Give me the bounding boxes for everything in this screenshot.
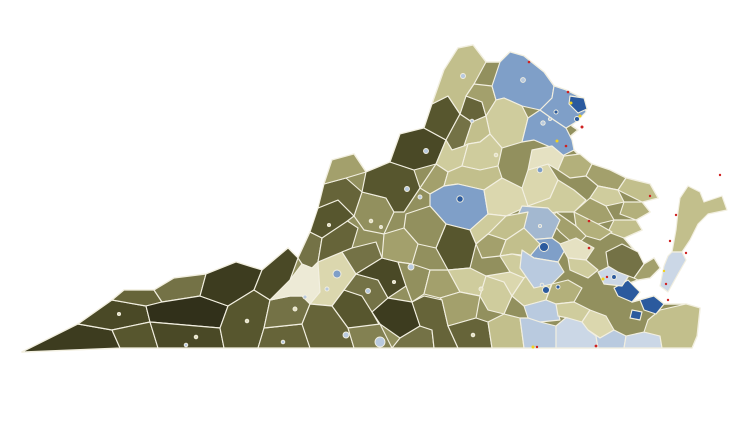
city-ashland[interactable]	[537, 223, 543, 229]
city-norton[interactable]	[116, 311, 122, 317]
city-staunton[interactable]	[404, 186, 410, 192]
city-marion[interactable]	[244, 318, 250, 324]
city-wytheville[interactable]	[292, 306, 298, 312]
county-botetourt[interactable]	[341, 241, 383, 275]
city-charlottesville[interactable]	[456, 195, 464, 203]
city-lynchburg[interactable]	[407, 263, 415, 271]
city-alexandria[interactable]	[574, 116, 580, 122]
city-roanoke-city[interactable]	[365, 288, 371, 294]
city-harrisonburg[interactable]	[423, 148, 429, 154]
franklin-city-marker	[594, 344, 598, 348]
city-petersburg[interactable]	[542, 286, 550, 294]
city-south-boston[interactable]	[470, 332, 476, 338]
county-northumberland[interactable]	[617, 177, 659, 203]
county-mathews[interactable]	[633, 257, 661, 281]
city-buena-vista[interactable]	[379, 225, 383, 229]
potomac-marker-yellow	[578, 114, 582, 118]
potomac-marker-red	[580, 125, 584, 129]
city-pulaski-town[interactable]	[302, 294, 308, 300]
county-virginia-beach[interactable]	[643, 303, 701, 349]
county-portsmouth[interactable]	[629, 309, 643, 321]
emporia-marker-yellow	[531, 345, 535, 349]
county-prince-william[interactable]	[521, 109, 575, 157]
city-hopewell[interactable]	[555, 284, 561, 290]
city-fredericksburg[interactable]	[536, 166, 544, 174]
west-point-marker	[587, 246, 591, 250]
county-lancaster[interactable]	[619, 201, 651, 221]
county-halifax[interactable]	[447, 317, 493, 349]
county-chesterfield[interactable]	[519, 249, 565, 289]
city-richmond[interactable]	[539, 242, 549, 252]
poquoson-marker-red	[605, 275, 609, 279]
norfolk-marker-red	[666, 298, 670, 302]
accomack-marker-red2	[684, 251, 688, 255]
county-highland[interactable]	[323, 153, 367, 185]
city-radford[interactable]	[324, 286, 330, 292]
northampton-marker-red	[664, 282, 668, 286]
quantico-marker-red	[564, 144, 568, 148]
city-bristol[interactable]	[183, 342, 189, 348]
loudoun-marker-red	[527, 60, 531, 64]
county-arlington[interactable]	[568, 95, 588, 114]
northampton-marker-yellow	[662, 269, 666, 273]
county-charles-city[interactable]	[567, 257, 599, 279]
city-blacksburg[interactable]	[332, 269, 342, 279]
city-winchester[interactable]	[460, 73, 466, 79]
city-culpeper-town[interactable]	[493, 152, 499, 158]
city-waynesboro[interactable]	[417, 194, 423, 200]
accomack-marker-red1	[668, 239, 672, 243]
city-bedford-town[interactable]	[391, 279, 397, 285]
poquoson-marker-yellow	[601, 277, 605, 281]
mclean-marker-red	[566, 90, 570, 94]
city-colonial-heights[interactable]	[539, 282, 545, 288]
city-leesburg[interactable]	[520, 77, 526, 83]
city-farmville[interactable]	[478, 286, 484, 292]
county-frederick[interactable]	[431, 44, 487, 115]
quantico-marker-yellow	[555, 139, 559, 143]
county-norfolk[interactable]	[639, 295, 665, 315]
chincoteague-marker	[718, 173, 722, 177]
city-danville[interactable]	[374, 336, 386, 348]
city-galax[interactable]	[280, 339, 286, 345]
emporia-marker-red	[535, 345, 539, 349]
city-martinsville[interactable]	[342, 331, 350, 339]
city-covington[interactable]	[326, 222, 332, 228]
city-manassas-park[interactable]	[547, 116, 553, 122]
reedville-marker	[648, 194, 652, 198]
city-williamsburg[interactable]	[611, 274, 617, 280]
city-lexington[interactable]	[368, 218, 374, 224]
city-front-royal[interactable]	[469, 118, 475, 124]
city-fairfax-city[interactable]	[553, 109, 559, 115]
city-manassas[interactable]	[540, 120, 546, 126]
county-northampton[interactable]	[659, 251, 687, 293]
city-abingdon[interactable]	[193, 334, 199, 340]
accomack-marker-red3	[674, 213, 678, 217]
county-richmond-co[interactable]	[589, 185, 625, 207]
county-mecklenburg[interactable]	[487, 313, 525, 349]
county-accomack[interactable]	[671, 185, 728, 253]
county-new-kent[interactable]	[559, 237, 595, 261]
falls-church-marker	[569, 101, 573, 105]
tappahannock-marker	[587, 219, 591, 223]
